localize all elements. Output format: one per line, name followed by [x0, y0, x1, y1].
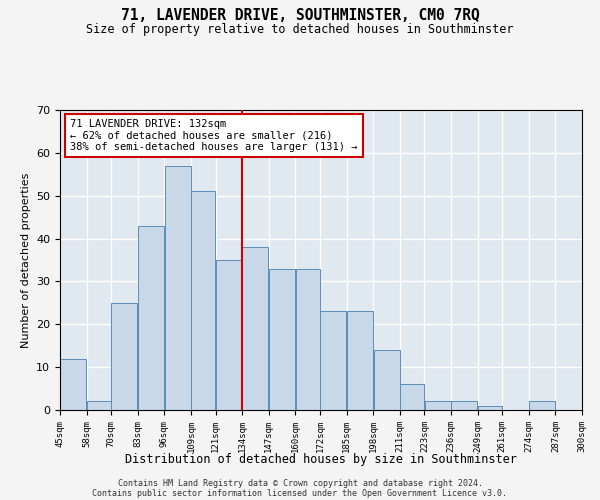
- Text: Size of property relative to detached houses in Southminster: Size of property relative to detached ho…: [86, 22, 514, 36]
- Bar: [191, 192, 215, 410]
- Text: Contains public sector information licensed under the Open Government Licence v3: Contains public sector information licen…: [92, 488, 508, 498]
- Bar: [87, 402, 111, 410]
- Text: Contains HM Land Registry data © Crown copyright and database right 2024.: Contains HM Land Registry data © Crown c…: [118, 478, 482, 488]
- Bar: [451, 402, 477, 410]
- Bar: [529, 402, 555, 410]
- Bar: [347, 312, 373, 410]
- Bar: [165, 166, 191, 410]
- Text: 71, LAVENDER DRIVE, SOUTHMINSTER, CM0 7RQ: 71, LAVENDER DRIVE, SOUTHMINSTER, CM0 7R…: [121, 8, 479, 22]
- Text: Distribution of detached houses by size in Southminster: Distribution of detached houses by size …: [125, 452, 517, 466]
- Bar: [320, 312, 346, 410]
- Bar: [138, 226, 164, 410]
- Bar: [374, 350, 400, 410]
- Bar: [61, 358, 86, 410]
- Bar: [242, 247, 268, 410]
- Y-axis label: Number of detached properties: Number of detached properties: [20, 172, 31, 348]
- Bar: [216, 260, 242, 410]
- Bar: [400, 384, 424, 410]
- Bar: [478, 406, 502, 410]
- Text: 71 LAVENDER DRIVE: 132sqm
← 62% of detached houses are smaller (216)
38% of semi: 71 LAVENDER DRIVE: 132sqm ← 62% of detac…: [70, 119, 358, 152]
- Bar: [296, 268, 320, 410]
- Bar: [425, 402, 451, 410]
- Bar: [112, 303, 137, 410]
- Bar: [269, 268, 295, 410]
- Bar: [583, 406, 600, 410]
